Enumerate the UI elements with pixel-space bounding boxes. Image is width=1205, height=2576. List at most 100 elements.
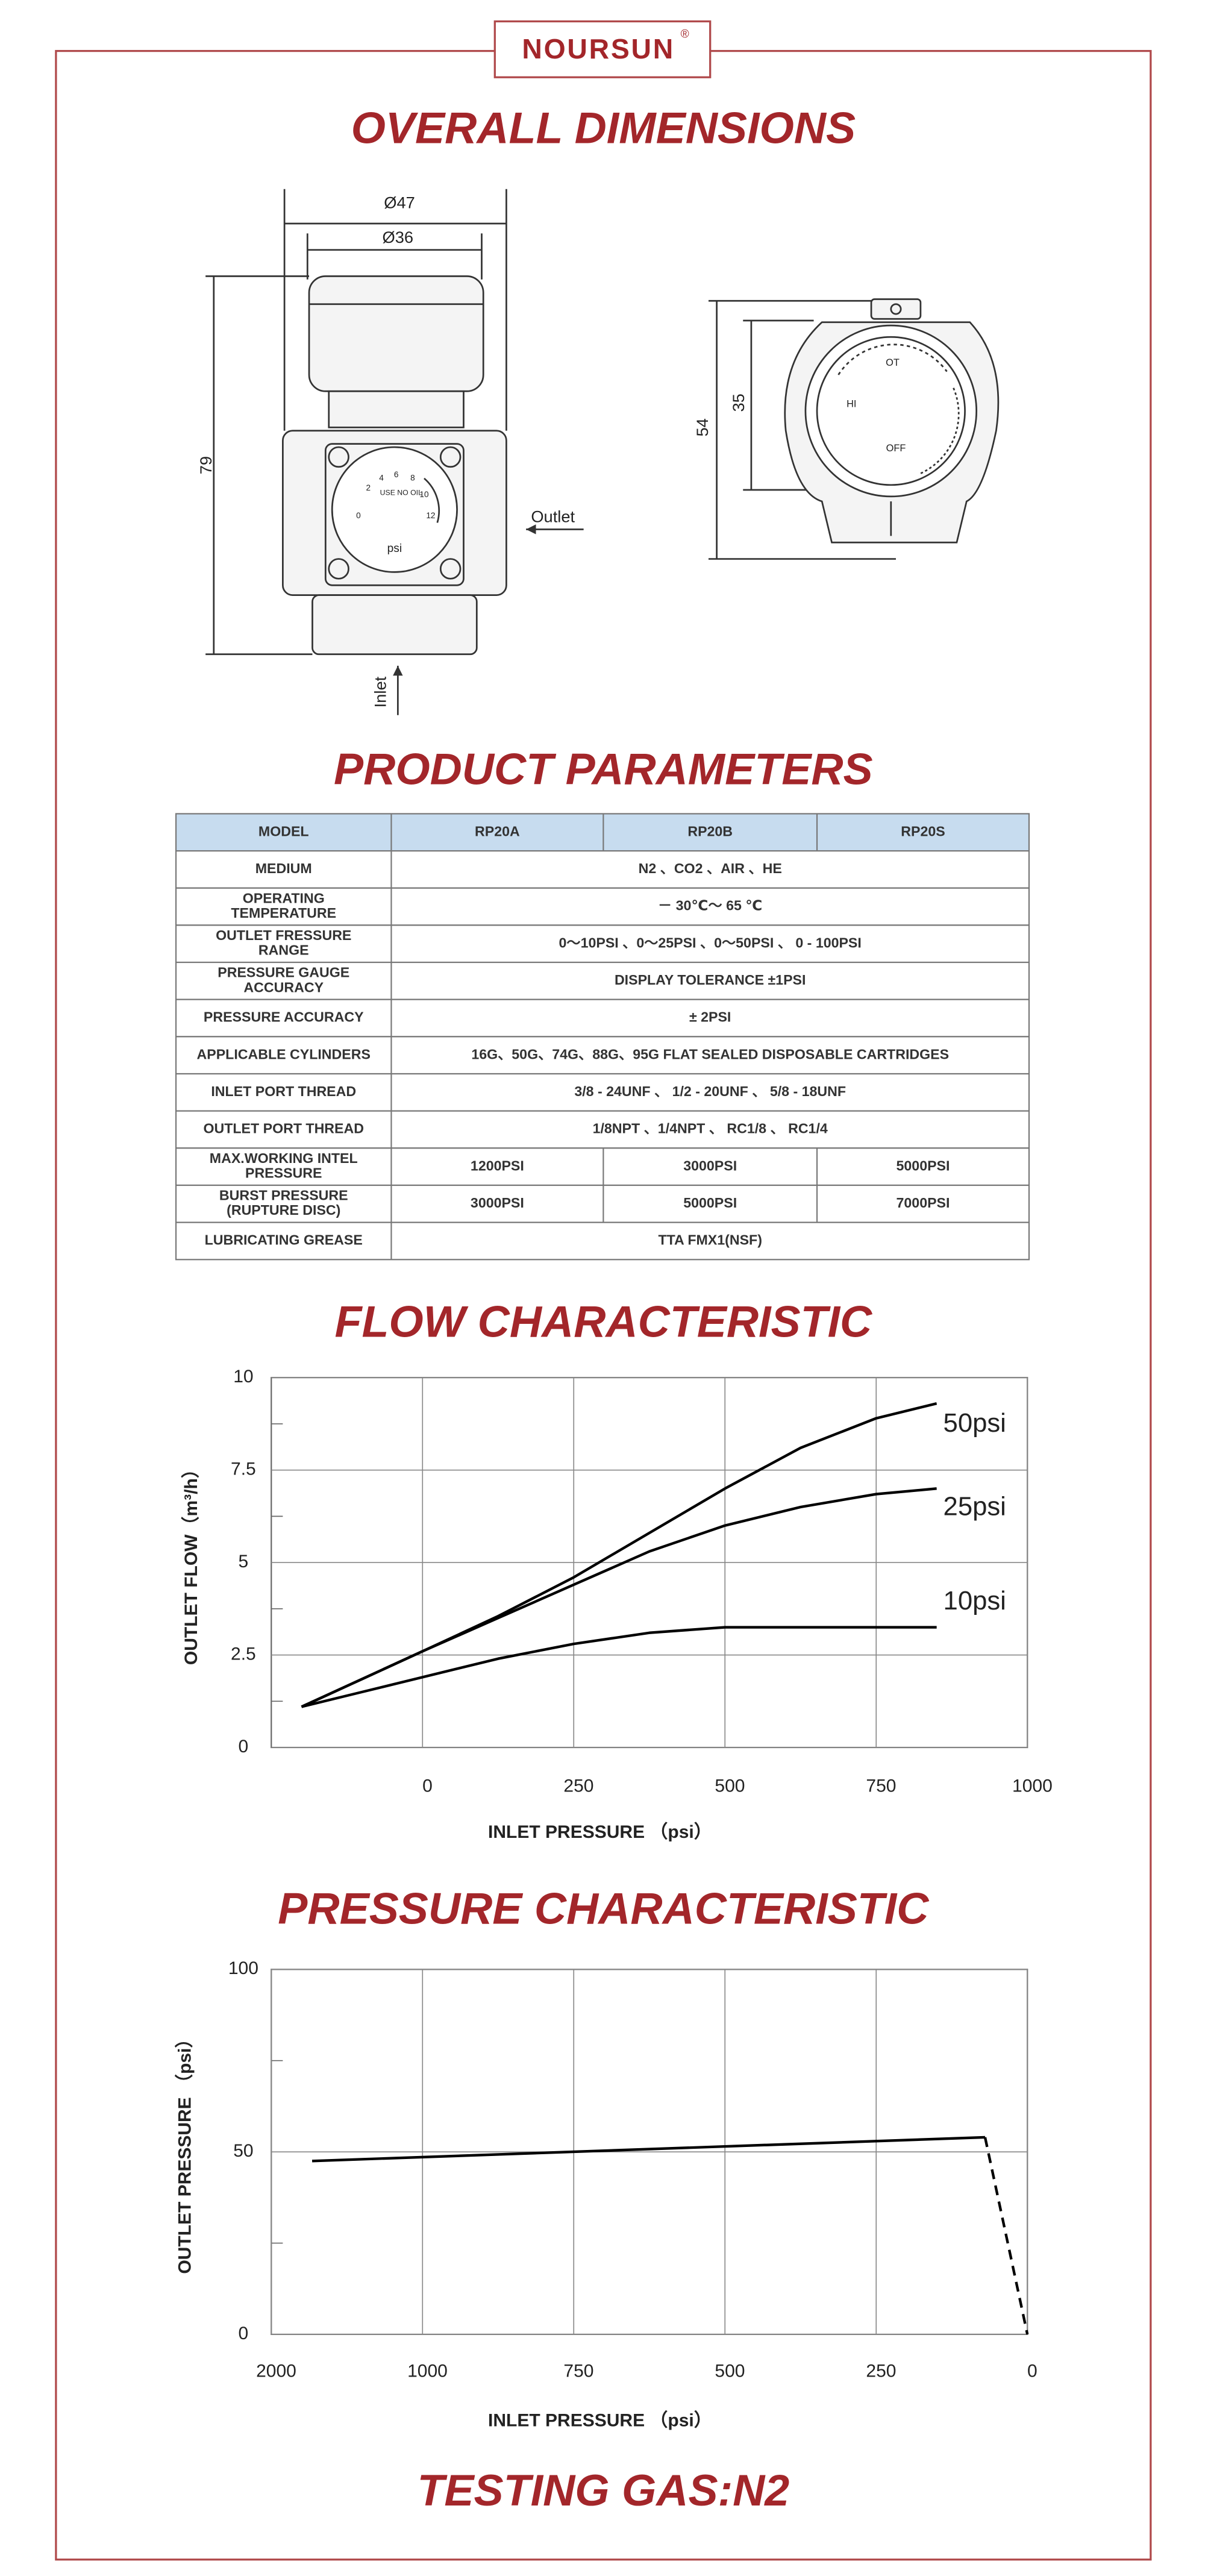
series-line (301, 1487, 937, 1708)
brand-name: NOURSUN (522, 33, 674, 64)
table-row (175, 887, 1030, 926)
x-tick-label: 2000 (256, 2361, 296, 2381)
gauge-scale: 4 (379, 473, 384, 482)
series-line (311, 2136, 986, 2163)
y-tick-label: 2.5 (231, 1644, 256, 1664)
top-view (708, 298, 1000, 560)
y-tick-label: 50 (233, 2141, 253, 2161)
table-cell: OPERATING (243, 890, 325, 906)
table-cell: MODEL (258, 823, 309, 839)
x-tick-label: 1000 (407, 2361, 448, 2381)
table-cell: 7000PSI (897, 1195, 950, 1211)
series-line (983, 2137, 1029, 2335)
table-cell: MAX.WORKING INTEL (210, 1150, 358, 1166)
series-line (301, 1402, 937, 1708)
dimension-label: Ø36 (383, 228, 414, 246)
port-label: Outlet (531, 507, 575, 526)
table-cell: 3000PSI (683, 1158, 737, 1173)
y-tick-label: 100 (228, 1958, 258, 1978)
table-cell: OUTLET FRESSURE (216, 927, 351, 943)
table-cell: RP20S (901, 823, 945, 839)
table-cell: TTA FMX1(NSF) (658, 1232, 762, 1248)
dial-label: OT (886, 357, 900, 368)
table-row (175, 1036, 1030, 1075)
table-cell: 1200PSI (471, 1158, 524, 1173)
x-tick-label: 250 (563, 1776, 593, 1796)
table-row (175, 1147, 1030, 1186)
table-row (175, 850, 1030, 889)
y-tick-label: 7.5 (231, 1459, 256, 1479)
port-label: Inlet (371, 676, 389, 707)
gauge-scale: 6 (394, 470, 399, 479)
section-title: PRESSURE CHARACTERISTIC (278, 1883, 930, 1933)
gauge-note: USE NO OIL (380, 489, 422, 497)
table-cell: BURST PRESSURE (219, 1188, 348, 1203)
table-cell: ± 2PSI (689, 1009, 731, 1025)
table-row (175, 961, 1030, 1000)
x-tick-label: 1000 (1012, 1776, 1053, 1796)
series-label: 10psi (944, 1586, 1006, 1615)
table-row (175, 1073, 1030, 1112)
table-cell: 16G、50G、74G、88G、95G FLAT SEALED DISPOSAB… (471, 1046, 949, 1062)
dial-label: HI (847, 398, 856, 409)
side-view (205, 189, 584, 715)
gauge-unit: psi (387, 542, 402, 555)
x-tick-label: 750 (866, 1776, 896, 1796)
x-tick-label: 0 (422, 1776, 433, 1796)
table-cell: 0～10PSI 、0～25PSI 、0～50PSI 、 0 - 100PSI (559, 935, 862, 950)
table-cell: LUBRICATING GREASE (205, 1232, 363, 1248)
footer-title: TESTING GAS:N2 (417, 2465, 789, 2515)
section-title: PRODUCT PARAMETERS (334, 744, 873, 794)
table-cell: PRESSURE (245, 1165, 322, 1181)
table-cell: N2 、CO2 、AIR 、HE (639, 860, 782, 876)
gauge-scale: 2 (366, 483, 371, 492)
table-cell: PRESSURE GAUGE (218, 965, 349, 980)
section-title: FLOW CHARACTERISTIC (334, 1296, 873, 1346)
brand-mark: ® (681, 28, 689, 40)
table-row (175, 1110, 1030, 1149)
table-cell: PRESSURE ACCURACY (204, 1009, 364, 1025)
y-tick-label: 10 (233, 1367, 253, 1387)
table-cell: DISPLAY TOLERANCE ±1PSI (615, 972, 806, 988)
x-tick-label: 500 (715, 2361, 745, 2381)
series-line (301, 1626, 937, 1708)
table-cell: 3000PSI (471, 1195, 524, 1211)
dimension-label: 79 (196, 456, 215, 474)
table-cell: TEMPERATURE (231, 905, 336, 921)
y-tick-label: 0 (239, 1737, 249, 1757)
y-axis-title: OUTLET FLOW（m³/h） (181, 1460, 201, 1665)
y-axis-title: OUTLET PRESSURE （psi） (174, 2030, 195, 2274)
gauge-scale: 12 (426, 511, 435, 520)
table-cell: 1/8NPT 、1/4NPT 、 RC1/8 、 RC1/4 (593, 1121, 828, 1136)
table-row (175, 924, 1030, 964)
table-cell: OUTLET PORT THREAD (204, 1121, 364, 1136)
table-cell: (RUPTURE DISC) (227, 1202, 340, 1218)
series-label: 25psi (944, 1492, 1006, 1521)
section-title: OVERALL DIMENSIONS (351, 103, 856, 153)
y-tick-label: 0 (239, 2324, 249, 2343)
x-tick-label: 750 (563, 2361, 593, 2381)
x-axis-title: INLET PRESSURE （psi） (488, 1822, 712, 1842)
dial-label: OFF (886, 443, 906, 454)
table-cell: 5000PSI (683, 1195, 737, 1211)
brand-box (493, 20, 712, 78)
table-cell: MEDIUM (255, 860, 312, 876)
dimension-label: 54 (693, 418, 712, 436)
table-cell: － 30℃～ 65 ℃ (658, 898, 762, 914)
table-cell: 3/8 - 24UNF 、 1/2 - 20UNF 、 5/8 - 18UNF (574, 1083, 846, 1099)
gauge-scale: 10 (419, 490, 429, 499)
table-cell: 5000PSI (897, 1158, 950, 1173)
x-tick-label: 250 (866, 2361, 896, 2381)
table-row (175, 1221, 1030, 1261)
gauge-scale: 0 (356, 511, 361, 520)
x-axis-title: INLET PRESSURE （psi） (488, 2410, 712, 2430)
table-cell: RP20A (475, 823, 520, 839)
table-cell: INLET PORT THREAD (211, 1083, 356, 1099)
y-tick-label: 5 (239, 1552, 249, 1572)
table-cell: RP20B (687, 823, 733, 839)
series-label: 50psi (944, 1408, 1006, 1438)
gauge-scale: 8 (410, 473, 415, 482)
